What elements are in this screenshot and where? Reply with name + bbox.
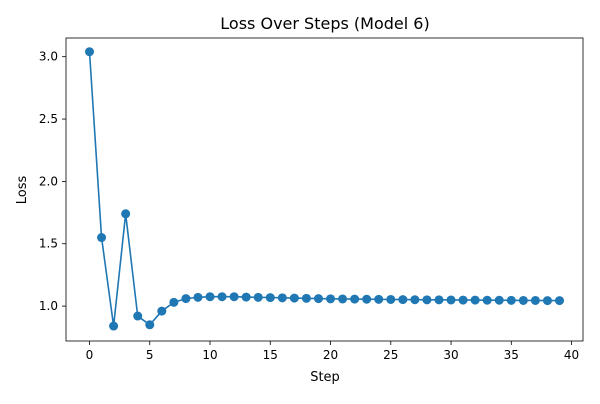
y-axis-label: Loss (15, 176, 30, 205)
data-point (555, 296, 564, 306)
x-tick-label: 20 (323, 348, 338, 362)
data-point (229, 292, 239, 302)
plot-frame (65, 37, 584, 342)
y-tick-label: 3.0 (39, 50, 58, 64)
x-tick-label: 10 (202, 348, 217, 362)
data-point (121, 209, 131, 219)
data-point (313, 294, 323, 304)
series-layer (85, 47, 564, 331)
data-point (470, 295, 480, 305)
data-point (446, 295, 456, 305)
data-point (205, 292, 215, 302)
x-axis-label: Step (310, 370, 340, 385)
y-tick-label: 1.5 (39, 237, 58, 251)
x-tick-label: 30 (443, 348, 458, 362)
data-point (253, 292, 263, 302)
chart-title: Loss Over Steps (Model 6) (220, 14, 429, 33)
data-point (350, 294, 360, 304)
y-tick-label: 2.5 (39, 112, 58, 126)
data-point (109, 321, 119, 331)
x-tick-label: 35 (504, 348, 519, 362)
data-point (193, 292, 203, 302)
data-point (482, 295, 492, 305)
data-point (241, 292, 251, 302)
data-point (494, 295, 504, 305)
x-tick-label: 5 (146, 348, 154, 362)
data-point (326, 294, 336, 304)
data-point (277, 293, 287, 303)
data-point (542, 296, 552, 306)
data-point (301, 293, 311, 303)
data-point (434, 295, 444, 305)
data-point (181, 294, 191, 304)
data-point (398, 295, 408, 305)
data-point (145, 320, 155, 330)
data-point (374, 294, 384, 304)
data-point (338, 294, 348, 304)
y-tick-label: 2.0 (39, 174, 58, 188)
data-point (157, 306, 167, 316)
series-line (88, 51, 560, 327)
data-point (506, 295, 516, 305)
data-point (289, 293, 299, 303)
x-tick-label: 40 (564, 348, 579, 362)
x-tick-label: 25 (383, 348, 398, 362)
data-point (133, 311, 143, 321)
data-point (217, 292, 227, 302)
axes-layer: 0 5 10 15 20 25 30 35 40 1.0 1.5 2.0 2.5 3.0 (39, 50, 579, 362)
data-point (85, 47, 94, 57)
x-tick-label: 15 (263, 348, 278, 362)
data-point (410, 295, 420, 305)
data-point (169, 297, 179, 307)
x-tick-label: 0 (86, 348, 94, 362)
data-point (458, 295, 468, 305)
data-point (362, 294, 372, 304)
data-point (386, 294, 396, 304)
data-point (422, 295, 432, 305)
data-point (530, 295, 540, 305)
data-point (518, 295, 528, 305)
data-point (97, 233, 107, 243)
data-point (265, 293, 275, 303)
y-tick-label: 1.0 (39, 299, 58, 313)
